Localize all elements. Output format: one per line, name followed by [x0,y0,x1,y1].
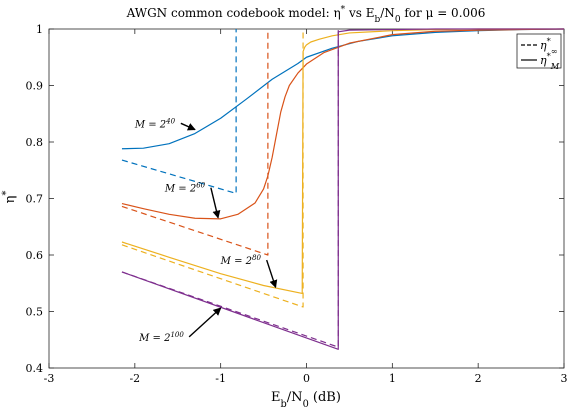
x-tick-label: 0 [303,372,310,385]
y-tick-label: 0.4 [26,362,44,375]
series-line-m40-m [121,28,565,150]
series-line-m100-m [121,28,564,350]
annotation-arrow [210,187,221,219]
y-tick-label: 1 [36,23,43,36]
annotation-label: M = 260 [164,182,206,195]
legend-label: η*M [540,51,560,71]
annotation-label: M = 240 [134,117,176,130]
annotation-label: M = 280 [220,254,262,267]
series-layer [121,28,565,350]
chart-title: AWGN common codebook model: η* vs Eb/N0 … [126,5,486,25]
x-tick-label: -1 [215,372,226,385]
y-tick-label: 0.7 [26,193,44,206]
annotation-arrow [266,259,278,289]
annotation-label: M = 2100 [138,331,184,344]
plot-area [48,28,565,369]
y-tick-label: 0.8 [26,136,44,149]
x-tick-label: 1 [389,372,396,385]
x-tick-label: 3 [561,372,568,385]
legend-label: η*∞ [540,36,558,56]
series-line-m60-inf [121,29,269,256]
legend-box [516,33,562,69]
series-line-m80-inf [121,29,304,308]
annotation-arrow [188,307,222,338]
y-axis-label: η* [1,191,19,204]
series-line-m60-m [121,28,565,220]
y-tick-label: 0.5 [26,306,44,319]
annotation-arrow [180,122,196,131]
plot-frame [48,28,565,369]
axis-ticks: -3 -2 -1 0 1 2 3 0.4 0.5 0.6 0.7 0.8 0.9 1 [26,23,568,385]
legend: η*∞η*M [516,33,562,71]
y-tick-label: 0.9 [26,80,44,93]
x-tick-label: -2 [129,372,140,385]
x-tick-label: -3 [44,372,55,385]
x-axis-label: Eb/N0 (dB) [271,390,341,407]
y-tick-label: 0.6 [26,249,44,262]
x-tick-label: 2 [475,372,482,385]
annotation-layer: M = 240 M = 260 M = 280 M = 2100 [134,117,278,344]
